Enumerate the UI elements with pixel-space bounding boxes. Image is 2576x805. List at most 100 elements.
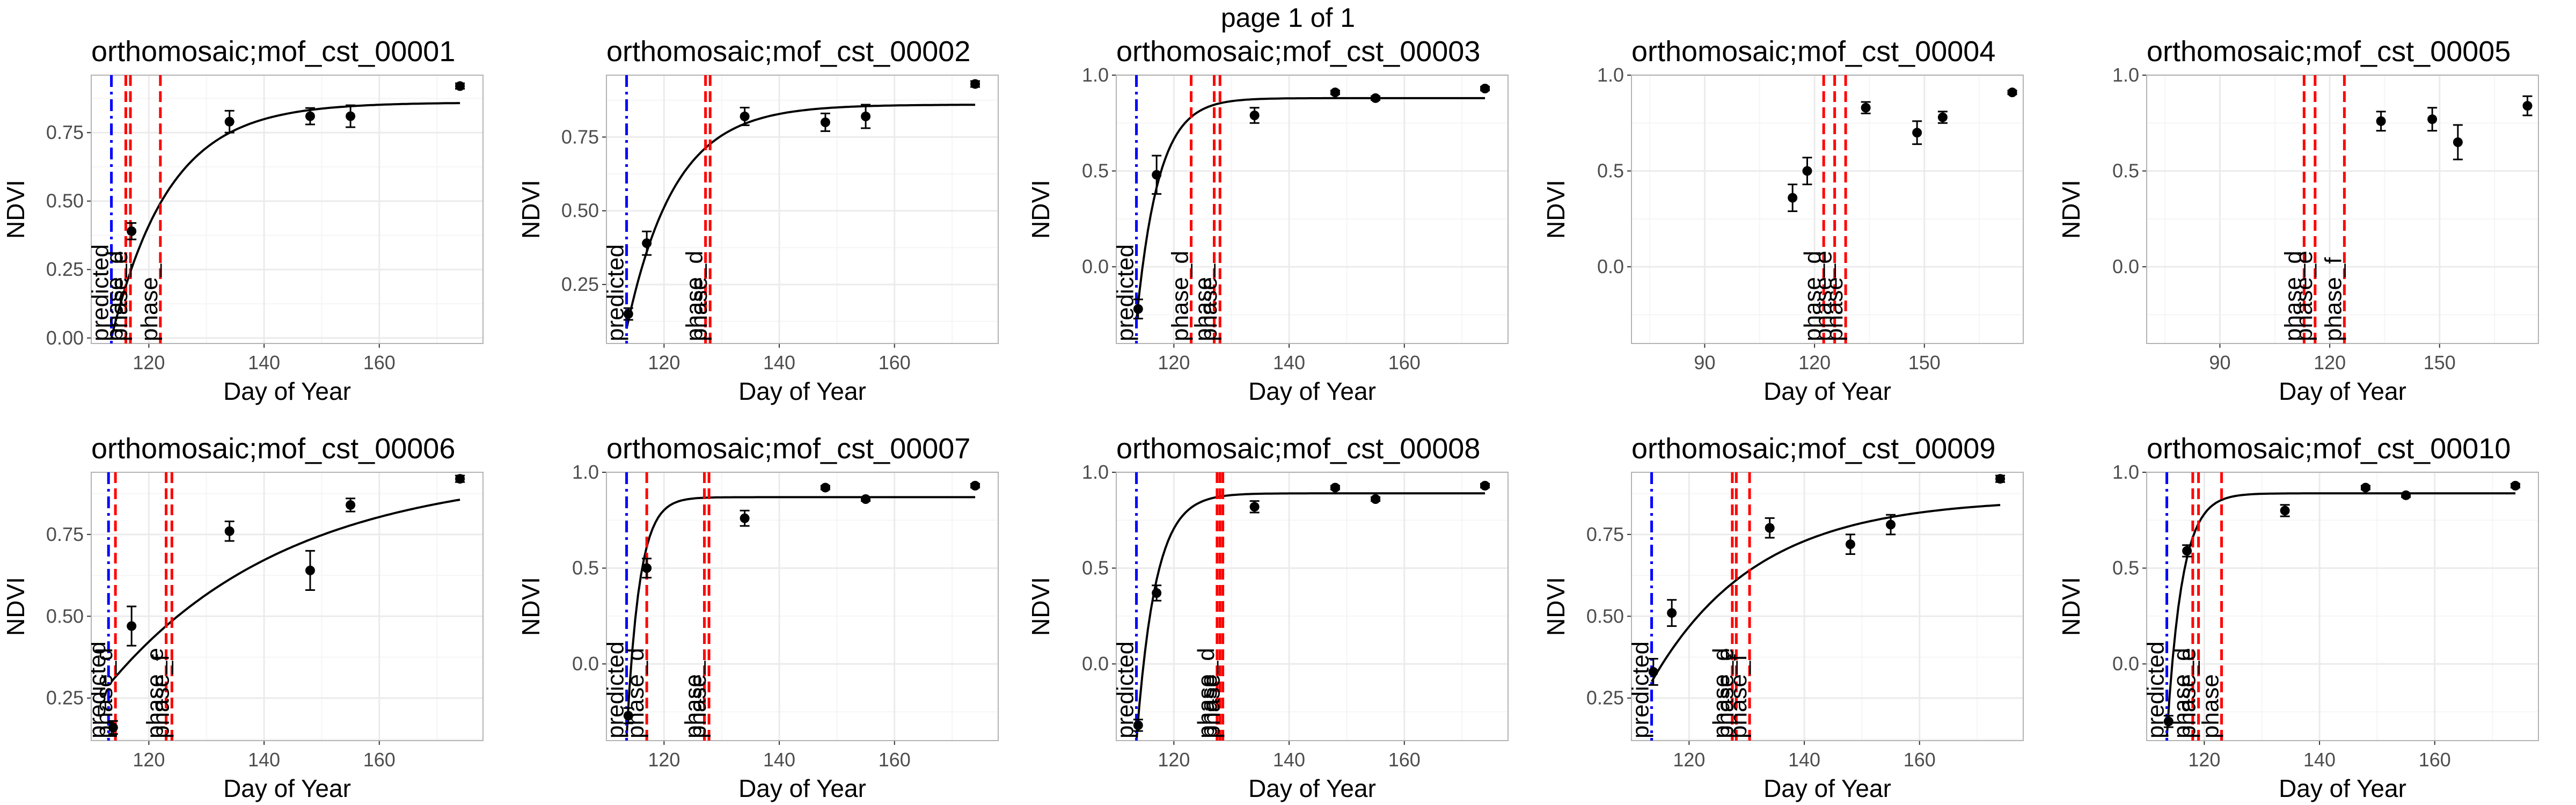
data-point — [2522, 101, 2533, 111]
data-point — [642, 563, 652, 573]
x-tick-label: 120 — [133, 749, 165, 771]
x-tick-label: 140 — [1788, 749, 1820, 771]
data-point — [127, 226, 137, 236]
panel-border — [1631, 472, 2024, 741]
phase-label: phase_e — [1712, 648, 1738, 738]
x-axis-title: Day of Year — [2279, 774, 2406, 802]
x-tick-label: 120 — [1158, 352, 1190, 374]
panel-title: orthomosaic;mof_cst_00007 — [606, 433, 970, 465]
fit-curve — [1650, 504, 2001, 683]
y-tick-label: 1.0 — [1597, 64, 1624, 86]
data-point — [1912, 128, 1922, 138]
x-tick-label: 120 — [648, 352, 680, 374]
data-point — [623, 711, 633, 721]
y-axis-title: NDVI — [2, 577, 30, 636]
x-tick-label: 160 — [1388, 749, 1421, 771]
data-point — [1995, 474, 2006, 484]
data-point — [1152, 170, 1162, 180]
phase-label: phase — [1199, 674, 1225, 738]
phase-label: phase — [686, 277, 712, 341]
x-axis-title: Day of Year — [738, 377, 866, 405]
x-tick-label: 160 — [363, 352, 396, 374]
x-tick-label: 140 — [763, 749, 795, 771]
data-point — [346, 500, 356, 510]
panel-border — [1116, 472, 1509, 741]
data-point — [224, 116, 235, 127]
phase-label: phase_e — [106, 251, 133, 341]
data-point — [970, 79, 980, 89]
y-tick-label: 0.50 — [46, 605, 84, 627]
fit-curve — [110, 102, 460, 339]
x-tick-label: 160 — [2419, 749, 2451, 771]
phase-label: phase_d — [1799, 251, 1826, 341]
x-axis-title: Day of Year — [1248, 774, 1376, 802]
panel-border — [91, 75, 484, 344]
data-point — [1861, 103, 1871, 113]
data-point — [455, 474, 465, 484]
phase-label: phase_ — [136, 264, 163, 341]
phase-label: phase_f — [1725, 654, 1752, 738]
phase-label: phase_d — [682, 251, 708, 341]
panel-title: orthomosaic;mof_cst_00002 — [606, 35, 970, 68]
phase-label: phase — [1196, 277, 1222, 341]
panel-title: orthomosaic;mof_cst_00010 — [2147, 433, 2511, 465]
panel-title: orthomosaic;mof_cst_00003 — [1116, 35, 1480, 68]
data-point — [1788, 193, 1798, 203]
data-point — [1845, 539, 1855, 550]
x-tick-label: 120 — [133, 352, 165, 374]
x-tick-label: 120 — [1158, 749, 1190, 771]
data-point — [1667, 608, 1677, 618]
data-point — [1937, 112, 1948, 122]
x-tick-label: 140 — [763, 352, 795, 374]
data-point — [1249, 502, 1260, 512]
chart-panel-9: orthomosaic;mof_cst_00009 120 140 160 0.25 0.… — [1542, 433, 2024, 802]
phase-label: phase_ — [680, 661, 707, 738]
data-point — [2360, 482, 2370, 493]
y-tick-label: 0.75 — [46, 121, 84, 143]
x-tick-label: 140 — [248, 749, 280, 771]
panel-title: orthomosaic;mof_cst_00004 — [1631, 35, 1995, 68]
y-tick-label: 0.0 — [572, 653, 599, 675]
y-tick-label: 0.5 — [2112, 160, 2139, 182]
data-point — [2182, 546, 2192, 556]
y-tick-label: 0.0 — [1082, 653, 1109, 675]
phase-label: phase_d — [1193, 648, 1219, 738]
data-point — [305, 565, 315, 575]
chart-panel-2: orthomosaic;mof_cst_00002 120 140 160 0.25 0.… — [517, 35, 999, 405]
chart-panel-8: orthomosaic;mof_cst_00008 120 140 160 0.0 0.5… — [1027, 433, 1509, 802]
y-tick-label: 1.0 — [572, 461, 599, 483]
data-point — [1802, 166, 1812, 176]
panel-border — [2146, 75, 2539, 344]
x-tick-label: 140 — [1273, 352, 1305, 374]
y-tick-label: 0.5 — [2112, 557, 2139, 579]
data-point — [127, 621, 137, 631]
x-tick-label: 150 — [2424, 352, 2456, 374]
data-point — [2280, 506, 2290, 516]
x-tick-label: 120 — [1798, 352, 1831, 374]
y-tick-label: 0.5 — [572, 557, 599, 579]
chart-panel-6: orthomosaic;mof_cst_00006 120 140 160 0.25 0.… — [2, 433, 484, 802]
panel-title: orthomosaic;mof_cst_00009 — [1631, 433, 1995, 465]
x-tick-label: 120 — [1673, 749, 1705, 771]
predicted-label: predicted — [603, 641, 629, 738]
fit-curve — [625, 496, 976, 737]
page-title: page 1 of 1 — [1220, 3, 1356, 33]
x-tick-label: 140 — [1273, 749, 1305, 771]
chart-panel-3: orthomosaic;mof_cst_00003 120 140 160 0.0 0.5… — [1027, 35, 1509, 405]
y-tick-label: 1.0 — [2112, 64, 2139, 86]
x-tick-label: 90 — [2209, 352, 2230, 374]
panel-title: orthomosaic;mof_cst_00006 — [91, 433, 455, 465]
predicted-label: predicted — [84, 641, 111, 738]
y-tick-label: 0.5 — [1082, 557, 1109, 579]
chart-panel-4: orthomosaic;mof_cst_00004 90 120 150 0.0 0.5 1… — [1542, 35, 2024, 405]
data-point — [623, 309, 633, 319]
phase-label: phase_e — [2291, 251, 2317, 341]
y-tick-label: 0.50 — [1586, 605, 1624, 627]
y-tick-label: 0.0 — [2112, 255, 2139, 277]
